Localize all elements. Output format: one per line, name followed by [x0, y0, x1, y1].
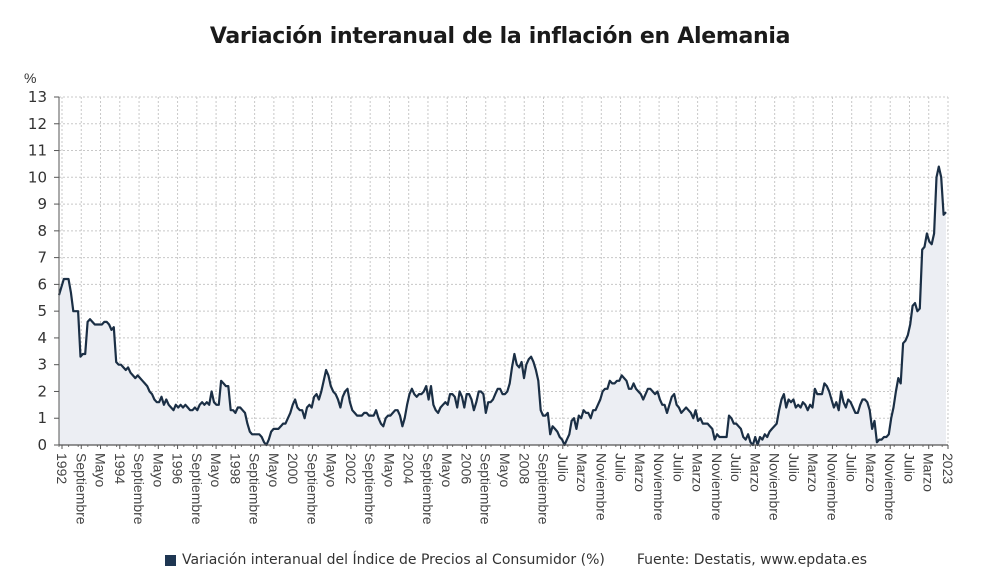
x-tick-label: 2002 [343, 453, 359, 484]
x-tick-label: 1998 [227, 453, 243, 484]
y-tick-label: 7 [37, 249, 47, 267]
x-tick-label: 1992 [54, 453, 70, 484]
x-tick-label: Marzo [921, 453, 937, 492]
x-tick-label: 1996 [170, 453, 186, 484]
x-tick-label: Julio [844, 453, 860, 482]
y-tick-label: 9 [37, 195, 47, 213]
x-tick-label: 2004 [401, 453, 417, 484]
y-tick-label: 8 [37, 222, 47, 240]
x-tick-label: Septiembre [362, 453, 378, 525]
x-tick-label: 2000 [285, 453, 301, 484]
x-tick-label: Septiembre [304, 453, 320, 525]
y-tick-label: 11 [28, 142, 47, 160]
x-tick-label: 1994 [112, 453, 128, 484]
y-tick-label: 1 [37, 409, 47, 427]
legend-swatch [165, 554, 176, 566]
y-tick-label: 12 [28, 115, 47, 133]
x-tick-label: Marzo [632, 453, 648, 492]
x-tick-label: Marzo [863, 453, 879, 492]
y-tick-label: 0 [37, 436, 47, 454]
x-tick-label: Mayo [150, 453, 166, 487]
x-tick-label: Mayo [266, 453, 282, 487]
x-tick-label: Marzo [690, 453, 706, 492]
x-tick-label: Marzo [747, 453, 763, 492]
y-tick-label: 3 [37, 356, 47, 374]
x-tick-label: Septiembre [247, 453, 263, 525]
y-tick-label: 13 [28, 88, 47, 106]
x-tick-label: Julio [613, 453, 629, 482]
x-tick-label: Mayo [439, 453, 455, 487]
x-tick-label: Julio [728, 453, 744, 482]
x-tick-label: Mayo [497, 453, 513, 487]
x-tick-label: Noviembre [824, 453, 840, 521]
x-tick-label: Septiembre [73, 453, 89, 525]
series-area [59, 166, 946, 445]
legend-label: Variación interanual del Índice de Preci… [182, 552, 605, 568]
x-tick-label: Marzo [805, 453, 821, 492]
x-tick-label: Noviembre [593, 453, 609, 521]
x-tick-label: Noviembre [767, 453, 783, 521]
y-tick-label: 2 [37, 382, 47, 400]
y-tick-label: 6 [37, 275, 47, 293]
x-tick-label: Julio [555, 453, 571, 482]
y-axis-unit: % [24, 70, 37, 86]
x-tick-label: Julio [902, 453, 918, 482]
y-tick-label: 10 [28, 168, 47, 186]
x-tick-label: Noviembre [651, 453, 667, 521]
x-tick-label: Septiembre [131, 453, 147, 525]
x-tick-label: Septiembre [536, 453, 552, 525]
y-tick-label: 4 [37, 329, 47, 347]
x-tick-label: Julio [786, 453, 802, 482]
source-text: Fuente: Destatis, www.epdata.es [636, 552, 867, 568]
x-tick-label: 2006 [459, 453, 475, 484]
x-tick-label: Noviembre [882, 453, 898, 521]
chart-title: Variación interanual de la inflación en … [209, 24, 791, 49]
series-line [57, 165, 947, 447]
legend: Variación interanual del Índice de Preci… [165, 552, 867, 568]
x-tick-label: Septiembre [189, 453, 205, 525]
x-tick-label: 2008 [516, 453, 532, 484]
x-tick-label: Septiembre [420, 453, 436, 525]
x-tick-label: Septiembre [478, 453, 494, 525]
x-tick-label: Mayo [381, 453, 397, 487]
y-tick-label: 5 [37, 302, 47, 320]
x-tick-label: Mayo [208, 453, 224, 487]
x-tick-label: Mayo [324, 453, 340, 487]
x-tick-label: Julio [670, 453, 686, 482]
x-tick-label: Noviembre [709, 453, 725, 521]
x-tick-label: Marzo [574, 453, 590, 492]
x-tick-label: Mayo [93, 453, 109, 487]
x-tick-label: 2023 [940, 453, 956, 484]
